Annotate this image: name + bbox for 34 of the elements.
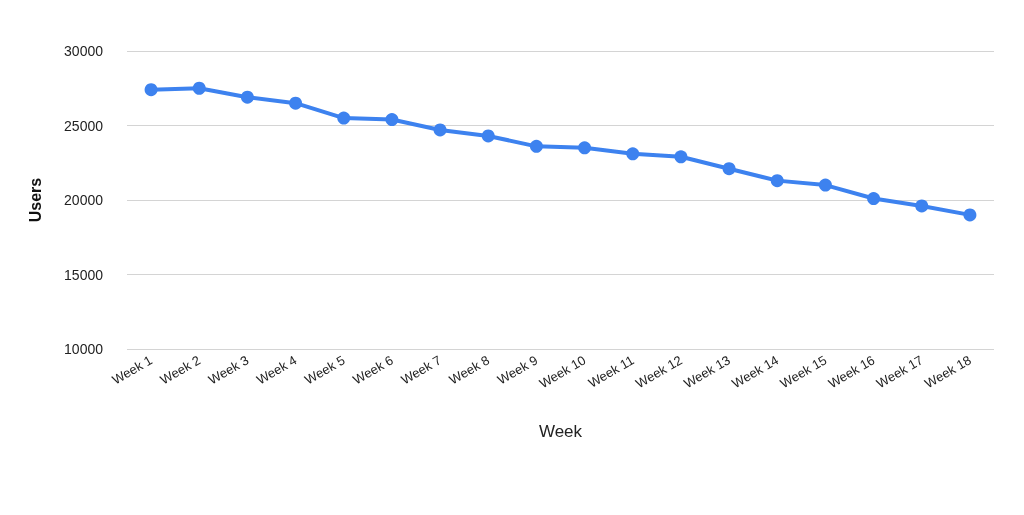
point: [289, 96, 303, 110]
point: [915, 199, 929, 213]
point: [578, 141, 592, 155]
point: [192, 81, 206, 95]
point: [626, 147, 640, 161]
x-tick-label: Week 1: [109, 352, 155, 388]
point: [818, 178, 832, 192]
x-tick-label: Week 4: [253, 352, 300, 388]
x-tick-label: Week 5: [302, 352, 348, 388]
point: [867, 192, 881, 206]
point: [963, 208, 977, 222]
x-tick-label: Week 6: [350, 352, 396, 388]
y-tick-label: 30000: [64, 43, 104, 59]
x-tick-label: Week 2: [157, 352, 203, 388]
point: [240, 90, 254, 104]
y-tick-label: 15000: [64, 266, 104, 283]
point: [385, 113, 399, 127]
point: [481, 129, 495, 143]
x-tick-label: Week 8: [446, 352, 492, 388]
y-tick-label: 10000: [64, 341, 104, 357]
point: [529, 139, 543, 153]
point: [722, 162, 736, 176]
y-tick-label: 20000: [64, 192, 104, 208]
x-tick-label: Week 3: [205, 352, 252, 388]
y-axis-title: Users: [26, 177, 44, 223]
point: [144, 83, 158, 97]
point: [433, 123, 447, 137]
x-tick-label: Week 7: [398, 352, 444, 388]
point: [770, 174, 784, 188]
x-tick-label: Week 18: [921, 352, 974, 391]
y-tick-label: 25000: [64, 117, 104, 134]
point: [674, 150, 688, 164]
x-axis-title: Week: [538, 422, 583, 441]
point: [337, 111, 351, 125]
